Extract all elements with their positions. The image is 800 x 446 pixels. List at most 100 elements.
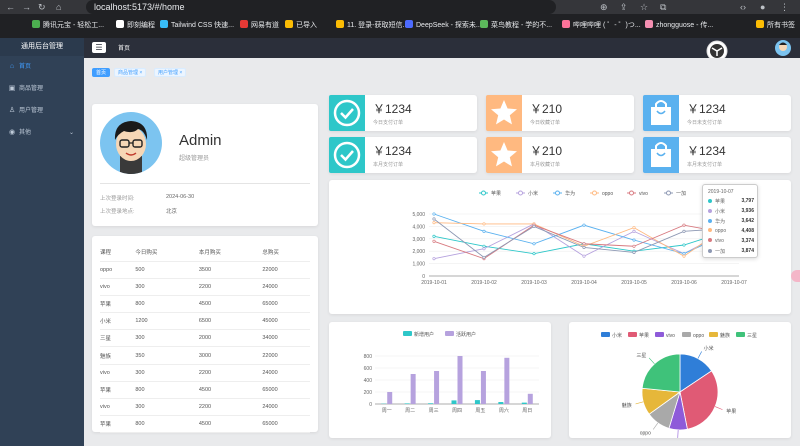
bar[interactable] [410, 374, 416, 404]
profile-icon[interactable]: ● [760, 2, 766, 12]
legend-swatch[interactable] [445, 331, 454, 336]
bar[interactable] [404, 403, 410, 404]
legend-label[interactable]: 苹果 [639, 332, 649, 339]
data-point[interactable] [482, 255, 486, 259]
data-point[interactable] [532, 224, 536, 228]
data-point[interactable] [432, 257, 436, 261]
data-point[interactable] [582, 245, 586, 250]
sidebar-item[interactable]: ◉ 其他 ⌄ [0, 122, 84, 144]
bar[interactable] [504, 357, 510, 404]
devtools-icon[interactable]: ‹› [740, 2, 746, 12]
menu-toggle-button[interactable]: ☰ [92, 42, 106, 53]
data-point[interactable] [482, 222, 486, 226]
legend-label[interactable]: 小米 [612, 332, 622, 339]
legend-swatch[interactable] [682, 332, 691, 337]
bar[interactable] [527, 393, 533, 404]
extensions-icon[interactable]: ⧉ [660, 2, 667, 12]
legend-swatch[interactable] [628, 332, 637, 337]
data-point[interactable] [432, 212, 436, 216]
bar[interactable] [434, 371, 440, 404]
data-point[interactable] [582, 254, 586, 258]
pie-slice[interactable] [679, 370, 719, 430]
data-point[interactable] [632, 244, 636, 248]
back-icon[interactable]: ← [6, 2, 15, 12]
bar[interactable] [498, 402, 504, 404]
bar[interactable] [480, 371, 486, 404]
bar[interactable] [457, 356, 463, 404]
bookmark-item[interactable]: Tailwind CSS 快速... [160, 20, 234, 32]
legend-label[interactable]: 一加 [676, 190, 686, 197]
bookmark-item[interactable]: 11. 登录-获取短信... [336, 20, 408, 32]
bookmark-item[interactable]: 菜鸟教程 - 学的不... [480, 20, 552, 32]
bar[interactable] [428, 403, 434, 404]
legend-label[interactable]: oppo [693, 333, 704, 339]
share-icon[interactable]: ⇪ [620, 2, 628, 12]
data-point[interactable] [482, 244, 486, 248]
bookmark-item[interactable]: 即刻编程 [116, 20, 155, 32]
data-point[interactable] [632, 229, 636, 233]
bookmark-star-icon[interactable]: ☆ [640, 2, 649, 12]
legend-swatch[interactable] [709, 332, 718, 337]
sidebar-item[interactable]: ♙ 用户管理 [0, 100, 84, 122]
bookmark-item[interactable]: zhongguose - 传... [645, 20, 713, 32]
bookmark-item[interactable]: 腾讯元宝 - 轻松工... [32, 20, 104, 32]
legend-label[interactable]: 活跃用户 [456, 331, 476, 338]
data-point[interactable] [682, 223, 686, 227]
legend-swatch[interactable] [403, 331, 412, 336]
legend-label[interactable]: 三星 [747, 333, 757, 339]
menu-icon[interactable]: ⋮ [780, 2, 789, 12]
data-point[interactable] [582, 242, 586, 246]
tag-0[interactable]: 首页 [92, 68, 111, 77]
data-point[interactable] [532, 242, 536, 246]
legend-label[interactable]: 魅族 [720, 332, 730, 339]
legend-label[interactable]: 小米 [528, 190, 538, 197]
data-point[interactable] [482, 247, 486, 251]
bar[interactable] [451, 400, 457, 404]
forward-icon[interactable]: → [22, 2, 31, 12]
translate-icon[interactable]: ⊕ [600, 2, 608, 12]
data-point[interactable] [682, 243, 686, 247]
legend-label[interactable]: vivo [666, 333, 675, 339]
bar[interactable] [474, 400, 480, 404]
legend-label[interactable]: 新增用户 [414, 331, 434, 338]
data-point[interactable] [632, 226, 636, 230]
bar[interactable] [387, 392, 393, 404]
legend-label[interactable]: oppo [602, 191, 613, 197]
data-point[interactable] [682, 252, 686, 256]
data-point[interactable] [682, 229, 686, 233]
data-point[interactable] [582, 223, 586, 227]
sidebar-item[interactable]: ⌂ 首页 [0, 56, 84, 78]
data-point[interactable] [532, 252, 536, 256]
data-point[interactable] [632, 250, 636, 254]
bookmark-item[interactable]: 已导入 [285, 20, 317, 32]
legend-swatch[interactable] [655, 332, 664, 337]
legend-label[interactable]: 苹果 [491, 190, 501, 197]
floating-side-tab[interactable] [791, 270, 800, 282]
legend-swatch[interactable] [601, 332, 610, 337]
legend-label[interactable]: vivo [639, 191, 648, 197]
data-point[interactable] [682, 254, 686, 258]
tag-2[interactable]: 用户管理 × [154, 68, 187, 77]
close-icon[interactable]: × [178, 70, 183, 76]
browser-home-icon[interactable]: ⌂ [56, 2, 62, 12]
data-point[interactable] [432, 221, 436, 225]
data-point[interactable] [482, 229, 486, 233]
data-point[interactable] [432, 217, 436, 221]
bookmark-item[interactable]: 所有书签 [756, 20, 795, 32]
bookmark-item[interactable]: DeepSeek - 探索未... [405, 20, 482, 32]
legend-label[interactable]: 华为 [565, 190, 575, 197]
sidebar-item[interactable]: ▣ 商品管理 [0, 78, 84, 100]
breadcrumb[interactable]: 首页 [118, 46, 131, 52]
legend-swatch[interactable] [736, 332, 745, 337]
bookmark-item[interactable]: 哔哩哔哩 ( ゜- ゜)つ... [562, 20, 641, 32]
pie-slice[interactable] [641, 353, 681, 393]
url-input[interactable]: localhost:5173/#/home [86, 0, 556, 14]
data-point[interactable] [432, 239, 436, 243]
data-point[interactable] [632, 238, 636, 242]
data-point[interactable] [432, 234, 436, 238]
user-avatar[interactable] [774, 39, 792, 57]
bar[interactable] [521, 402, 527, 404]
bookmark-item[interactable]: 网易有道 [240, 20, 279, 32]
tag-1[interactable]: 商品管理 × [114, 68, 147, 77]
close-icon[interactable]: × [138, 70, 143, 76]
